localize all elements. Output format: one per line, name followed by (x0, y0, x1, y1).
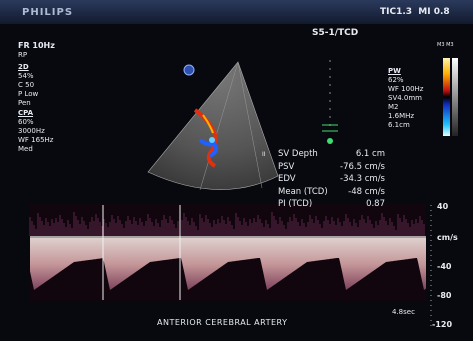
sweep-label: 4.8sec (392, 308, 415, 316)
measurement-value: -48 cm/s (348, 186, 385, 197)
top-bar (0, 0, 473, 24)
left-info: WF 165Hz (18, 136, 54, 144)
sample-marker (327, 138, 333, 144)
section-heading: PW (388, 67, 401, 75)
scale-label: 40 (437, 202, 449, 211)
left-info: RP (18, 51, 28, 59)
spectrum-part (30, 238, 426, 290)
spectrum (29, 212, 426, 290)
scale-label: -120 (432, 320, 453, 329)
color-flow-blue (198, 138, 219, 158)
orientation-icon (183, 64, 195, 76)
sample-gate (322, 124, 338, 132)
right-info: SV4.0mm (388, 94, 423, 102)
sector-image (147, 61, 279, 190)
frame-rate: FR 10Hz (18, 41, 55, 50)
section-heading: 2D (18, 63, 29, 71)
sector-lines (199, 61, 263, 191)
scale-label: -40 (437, 262, 452, 271)
measurement-label: PI (TCD) (278, 199, 313, 209)
measurement-label: EDV (278, 174, 296, 184)
gray-bar (452, 58, 458, 136)
indices: TIC1.3 MI 0.8 (380, 7, 450, 17)
probe: S5-1/TCD (312, 28, 359, 38)
measurement-label: Mean (TCD) (278, 186, 328, 197)
section-heading: CPA (18, 109, 34, 117)
right-info: WF 100Hz (388, 85, 424, 93)
color-flow-yellow (202, 114, 214, 134)
measurement-label: PSV (278, 161, 295, 172)
left-info: 3000Hz (18, 127, 45, 135)
left-info: 60% (18, 118, 34, 126)
measurement-label: SV Depth (278, 149, 318, 159)
right-info: 62% (388, 76, 404, 84)
measurement-value: -76.5 cm/s (340, 161, 385, 172)
measurement-value: 6.1 cm (355, 149, 385, 159)
left-info: Med (18, 145, 33, 153)
left-info: P Low (18, 90, 39, 98)
measurement-value: 0.87 (366, 199, 385, 209)
right-info: 1.6MHz (388, 112, 415, 120)
right-info: 6.1cm (388, 121, 410, 129)
brand: PHILIPS (22, 7, 74, 18)
left-info: Pen (18, 99, 31, 107)
color-flow-cyan (209, 137, 215, 143)
map-label: M3 M3 (437, 42, 454, 48)
marker: II (262, 151, 266, 158)
scale-label: -80 (437, 291, 452, 300)
vessel-label: ANTERIOR CEREBRAL ARTERY (157, 318, 288, 327)
color-bar (443, 58, 450, 136)
scale-label: cm/s (437, 233, 458, 242)
right-info: M2 (388, 103, 399, 111)
left-info: C 50 (18, 81, 35, 89)
measurement-value: -34.3 cm/s (340, 174, 385, 184)
left-info: 54% (18, 72, 34, 80)
